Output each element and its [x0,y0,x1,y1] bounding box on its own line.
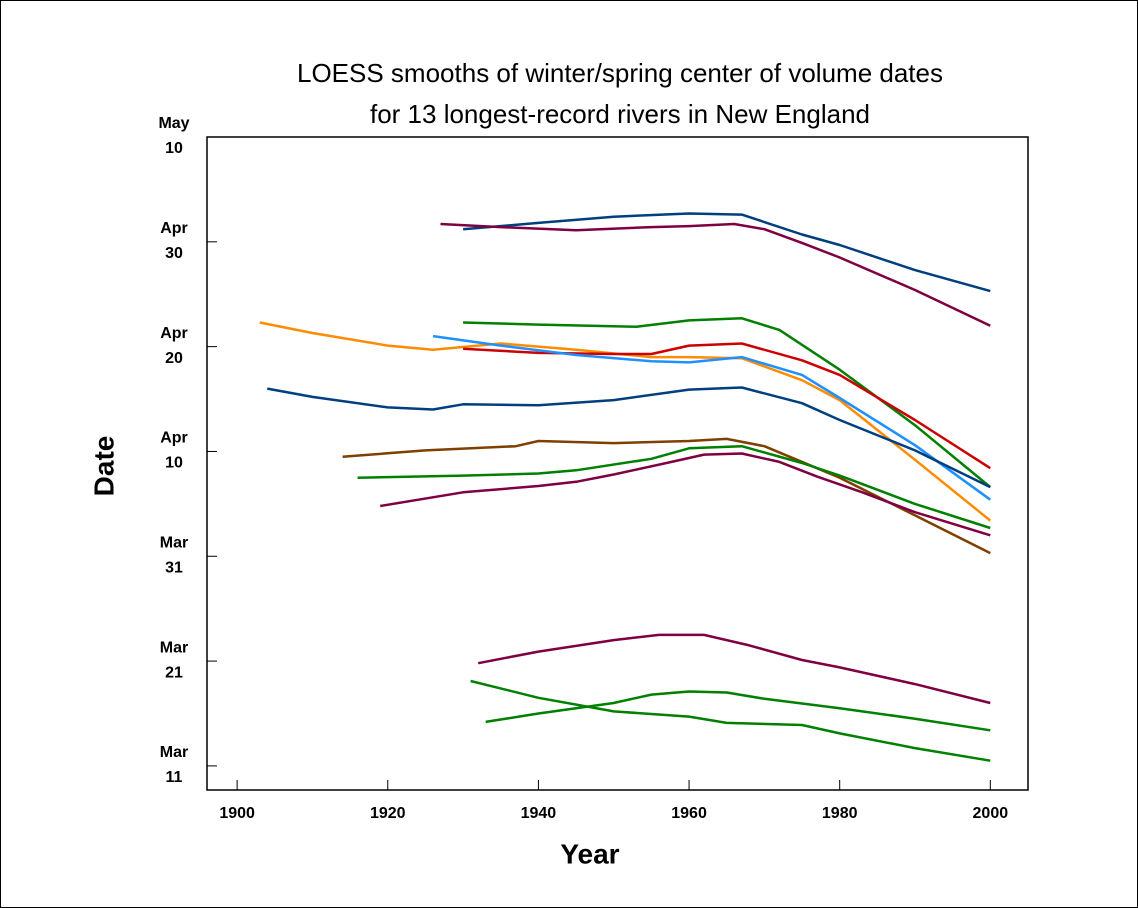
y-tick-label: 10 [165,455,183,472]
x-tick-label: 1940 [521,805,557,822]
x-tick-label: 1920 [370,805,406,822]
x-tick-label: 2000 [973,805,1009,822]
series-line [463,317,992,489]
x-tick-label: 1960 [671,805,707,822]
series-line [267,386,991,489]
y-tick-label: 30 [165,245,183,262]
series-line [432,334,992,501]
y-axis-label: Date [88,436,119,497]
y-tick-label: 10 [165,140,183,157]
x-axis-label: Year [560,838,619,869]
y-tick-label: Apr [160,325,188,342]
y-tick-label: Apr [160,220,188,237]
y-tick-label: 20 [165,350,183,367]
x-tick-label: 1980 [822,805,858,822]
y-tick-label: Mar [160,534,188,551]
y-tick-label: Mar [160,639,188,656]
chart-title: for 13 longest-record rivers in New Engl… [370,99,870,129]
series-line [357,444,991,530]
plot-area [206,136,1029,791]
series-line [259,321,992,522]
series-line [440,222,991,327]
y-tick-label: Mar [160,744,188,761]
series-line [379,452,991,537]
y-tick-label: May [158,115,189,132]
y-tick-label: 11 [166,769,183,786]
chart-title: LOESS smooths of winter/spring center of… [297,58,943,88]
y-tick-label: Apr [160,430,188,447]
series-line [485,690,991,732]
series-line [462,212,991,293]
series-line [463,342,991,470]
series-line [342,437,991,555]
y-tick-label: 21 [165,664,183,681]
series-line [470,679,991,762]
x-tick-label: 1900 [219,805,255,822]
y-tick-label: 31 [165,559,183,576]
series-line [477,633,991,705]
